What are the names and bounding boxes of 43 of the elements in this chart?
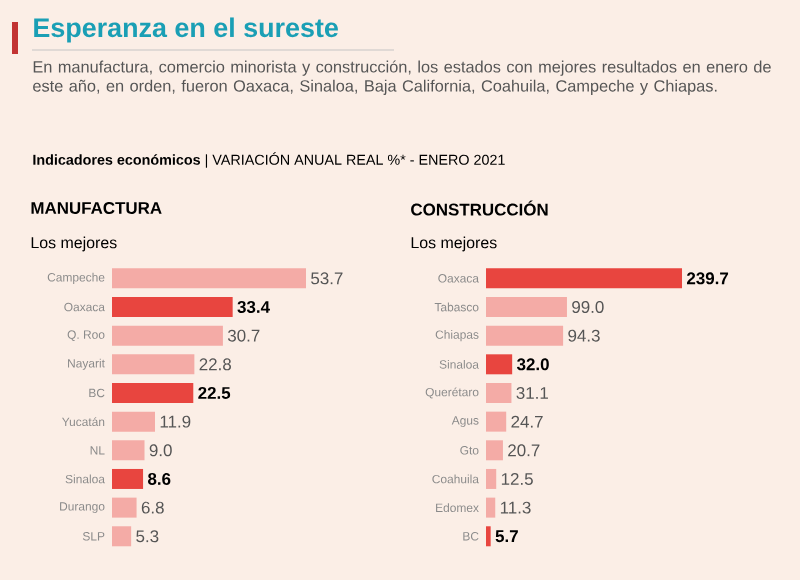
- data-label: 5.3: [136, 530, 159, 543]
- data-label: 33.4: [237, 301, 270, 313]
- bar: [112, 411, 155, 432]
- bar: [112, 325, 223, 346]
- data-label: 9.0: [149, 444, 172, 457]
- data-label: 24.7: [511, 415, 543, 428]
- data-label: 31.1: [516, 386, 548, 399]
- bar: [112, 296, 233, 317]
- bar: [112, 468, 144, 489]
- bar: [112, 382, 194, 403]
- bar: [486, 382, 512, 403]
- bar: [112, 526, 132, 547]
- data-label: 32.0: [516, 358, 549, 371]
- data-label: 30.7: [227, 329, 260, 342]
- chart-title: MANUFACTURA: [31, 202, 162, 214]
- bar: [112, 354, 195, 375]
- bar: [486, 354, 513, 375]
- data-label: 22.5: [198, 386, 231, 399]
- bar: [486, 325, 564, 346]
- bar: [112, 268, 306, 289]
- data-label: 5.7: [495, 530, 518, 543]
- data-label: 11.3: [500, 501, 531, 514]
- data-label: 12.5: [501, 472, 533, 485]
- data-label: 6.8: [141, 501, 164, 514]
- bar: [486, 411, 507, 432]
- bar: [112, 497, 137, 518]
- data-label: 22.8: [199, 358, 231, 371]
- chart-title: CONSTRUCCIÓN: [411, 200, 548, 216]
- data-label: 94.3: [568, 329, 600, 342]
- data-label: 8.6: [148, 472, 171, 485]
- bar: [112, 440, 145, 461]
- data-label: 99.0: [572, 301, 604, 313]
- data-label: 239.7: [687, 272, 729, 285]
- bar: [486, 497, 496, 518]
- bar: [486, 468, 497, 489]
- bar: [486, 268, 683, 289]
- data-label: 53.7: [311, 272, 343, 285]
- bar: [486, 440, 503, 461]
- data-label: 20.7: [508, 444, 540, 457]
- text: Esperanza en el sureste: [34, 17, 338, 43]
- text: En manufactura, comercio minorista y construcción, los estados con mejores resultados en enero de este año, en orden, fueron Oaxaca, Sinaloa, Baja California, Coahuila, Campeche y Chiapas.: [33, 60, 771, 95]
- data-label: 11.9: [160, 415, 191, 428]
- bar: [486, 296, 567, 317]
